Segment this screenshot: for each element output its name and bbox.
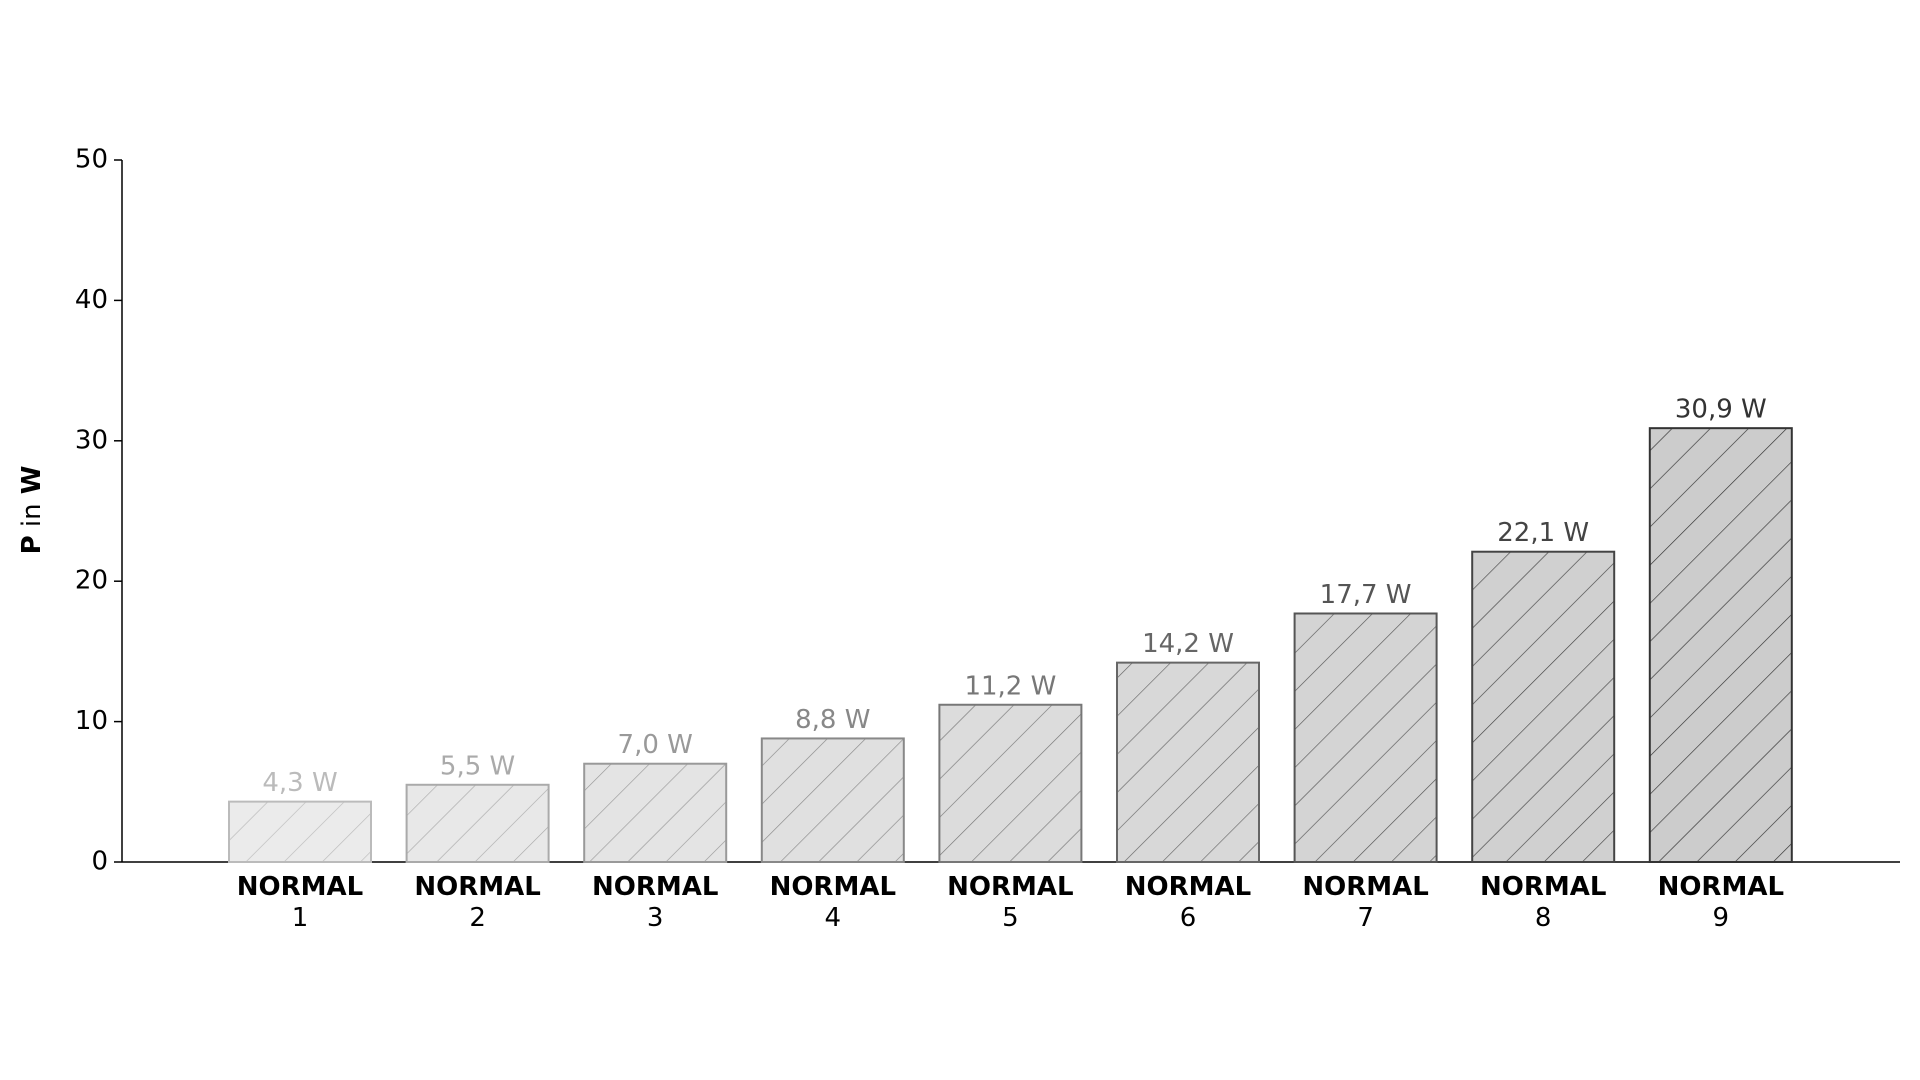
bar (938, 703, 1083, 864)
value-label: 4,3 W (262, 768, 337, 798)
y-tick-label: 0 (91, 847, 108, 877)
y-tick-label: 40 (75, 285, 108, 315)
value-label: 7,0 W (618, 730, 693, 760)
x-tick-label: NORMAL 2 (414, 872, 540, 933)
y-axis-label: P in W (17, 466, 47, 555)
bar (228, 800, 372, 863)
y-tick-label: 10 (75, 706, 108, 736)
value-label: 11,2 W (964, 671, 1056, 701)
x-tick-label: NORMAL 4 (770, 872, 896, 933)
value-label: 14,2 W (1142, 629, 1234, 659)
bar (583, 762, 728, 863)
bar (760, 737, 905, 863)
x-tick-label: NORMAL 9 (1658, 872, 1784, 933)
y-tick-label: 20 (75, 566, 108, 596)
value-label: 22,1 W (1497, 518, 1589, 548)
x-tick-label: NORMAL 1 (237, 872, 363, 933)
bar (1471, 550, 1616, 863)
bar (1648, 427, 1793, 863)
x-tick-label: NORMAL 8 (1480, 872, 1606, 933)
bar (405, 783, 550, 864)
value-label: 8,8 W (795, 705, 870, 735)
x-tick-label: NORMAL 5 (947, 872, 1073, 933)
value-label: 5,5 W (440, 751, 515, 781)
value-label: 17,7 W (1320, 580, 1412, 610)
y-tick-label: 50 (75, 145, 108, 175)
x-tick-label: NORMAL 7 (1302, 872, 1428, 933)
x-tick-label: NORMAL 3 (592, 872, 718, 933)
x-tick-label: NORMAL 6 (1125, 872, 1251, 933)
bar (1293, 612, 1438, 863)
value-label: 30,9 W (1675, 395, 1767, 425)
y-tick-label: 30 (75, 425, 108, 455)
bar (1116, 661, 1260, 864)
